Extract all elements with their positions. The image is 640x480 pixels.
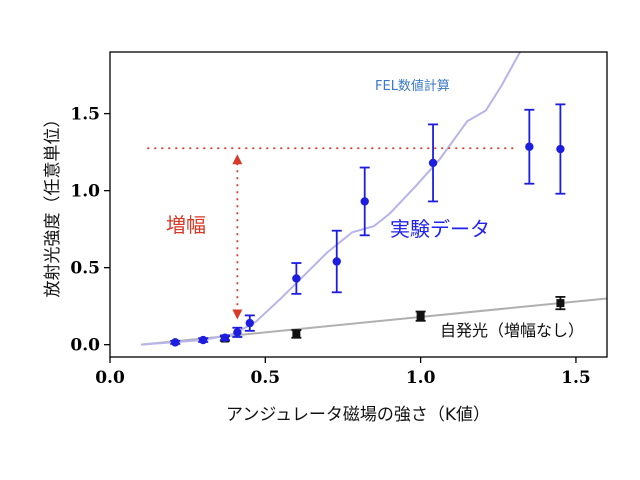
experiment-point-2 <box>198 335 209 345</box>
experiment-marker <box>198 335 208 345</box>
experiment-label: 実験データ <box>390 217 490 241</box>
experiment-point-8 <box>359 166 370 237</box>
experiment-marker <box>220 333 230 342</box>
y-axis-title: 放射光強度（任意単位） <box>43 111 63 298</box>
amplification-label: 増幅 <box>166 213 206 237</box>
experiment-point-1 <box>170 338 181 347</box>
amplification-arrow-down-head <box>232 309 243 320</box>
y-axis: 0.0 0.5 1.0 1.5 <box>70 105 110 356</box>
y-tick-label: 0.5 <box>70 259 100 279</box>
plot-area <box>140 52 607 347</box>
x-tick-label: 1.5 <box>561 368 591 388</box>
experiment-point-5 <box>244 314 255 332</box>
experiment-marker <box>332 257 341 266</box>
x-axis: 0.0 0.5 1.0 1.5 <box>95 357 591 388</box>
y-tick-label: 1.5 <box>70 105 100 125</box>
experiment-marker <box>245 318 254 328</box>
axes-frame <box>109 51 608 358</box>
x-tick-label: 0.5 <box>251 368 281 388</box>
experiment-point-9 <box>428 123 439 203</box>
spontaneous-point-3 <box>415 310 426 322</box>
experiment-marker <box>428 158 438 168</box>
fel-calc-line <box>140 52 521 346</box>
spontaneous-point-4 <box>555 296 566 311</box>
spontaneous-marker <box>556 299 565 308</box>
spontaneous-point-2 <box>291 329 302 339</box>
fel-calc-label: FEL数値計算 <box>375 78 450 94</box>
x-tick-label: 0.0 <box>95 368 125 388</box>
amplification-arrow-up-head <box>232 154 243 165</box>
experiment-point-6 <box>291 262 302 295</box>
y-tick-label: 1.0 <box>70 182 100 202</box>
spontaneous-marker <box>292 329 301 338</box>
experiment-point-10 <box>524 108 535 185</box>
experiment-marker <box>556 144 565 154</box>
experiment-point-3 <box>219 333 230 342</box>
x-axis-title: アンジュレータ磁場の強さ（K値） <box>226 405 490 425</box>
experiment-point-11 <box>555 103 566 195</box>
x-tick-label: 1.0 <box>406 368 436 388</box>
experiment-marker <box>233 328 242 337</box>
experiment-point-4 <box>232 326 243 338</box>
experiment-marker <box>525 142 534 151</box>
experiment-marker <box>171 338 180 347</box>
spontaneous-label: 自発光（増幅なし） <box>440 321 584 340</box>
y-tick-label: 0.0 <box>70 336 100 356</box>
experiment-point-7 <box>331 229 342 294</box>
experiment-marker <box>292 274 301 283</box>
experiment-marker <box>360 197 369 206</box>
spontaneous-marker <box>416 312 425 321</box>
